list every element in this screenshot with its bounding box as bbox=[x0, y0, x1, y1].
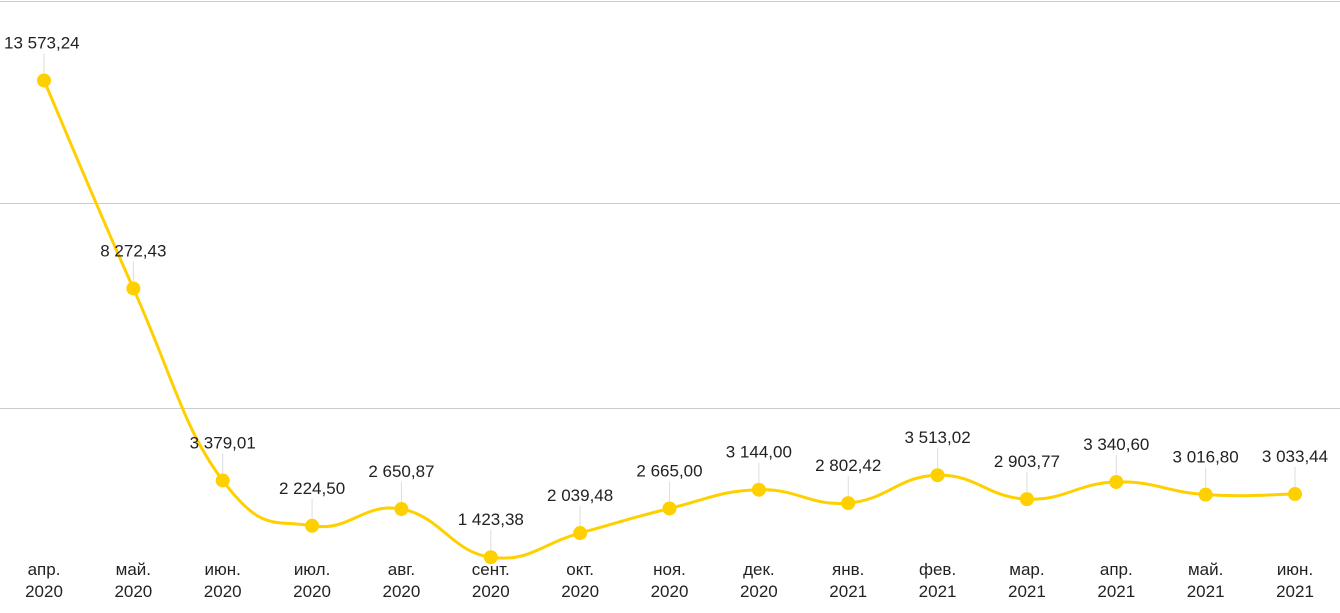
data-point bbox=[930, 468, 945, 483]
data-label: 3 144,00 bbox=[726, 443, 792, 462]
x-tick-label-month: фев. bbox=[919, 560, 956, 579]
data-label: 2 802,42 bbox=[815, 456, 881, 475]
x-tick-label-month: янв. bbox=[832, 560, 864, 579]
data-point bbox=[305, 518, 320, 533]
data-label: 2 665,00 bbox=[636, 461, 702, 480]
data-label: 3 340,60 bbox=[1083, 435, 1149, 454]
x-tick-label-year: 2020 bbox=[740, 582, 778, 601]
x-tick-label-year: 2020 bbox=[651, 582, 689, 601]
x-tick-label-month: мар. bbox=[1009, 560, 1044, 579]
x-tick-label-year: 2020 bbox=[114, 582, 152, 601]
data-label: 3 016,80 bbox=[1173, 448, 1239, 467]
data-point bbox=[126, 281, 141, 296]
data-label: 2 650,87 bbox=[368, 462, 434, 481]
series-line bbox=[42, 79, 1296, 560]
data-point bbox=[841, 496, 856, 511]
x-tick-label-month: дек. bbox=[743, 560, 775, 579]
x-tick-label-month: июл. bbox=[294, 560, 331, 579]
data-point bbox=[483, 550, 498, 565]
data-point bbox=[1019, 492, 1034, 507]
data-label: 8 272,43 bbox=[100, 241, 166, 260]
data-label: 2 039,48 bbox=[547, 486, 613, 505]
data-point bbox=[394, 502, 409, 517]
x-tick-label-year: 2021 bbox=[1187, 582, 1225, 601]
data-label: 13 573,24 bbox=[4, 33, 80, 52]
x-tick-label-year: 2021 bbox=[1008, 582, 1046, 601]
data-point bbox=[1198, 487, 1213, 502]
x-tick-label-month: апр. bbox=[28, 560, 61, 579]
x-tick-label-month: май. bbox=[116, 560, 151, 579]
data-point bbox=[662, 501, 677, 516]
x-tick-label-year: 2020 bbox=[561, 582, 599, 601]
x-tick-label-year: 2020 bbox=[25, 582, 63, 601]
data-point bbox=[573, 526, 588, 541]
x-tick-label-month: апр. bbox=[1100, 560, 1133, 579]
x-tick-label-year: 2020 bbox=[293, 582, 331, 601]
x-tick-label-year: 2021 bbox=[829, 582, 867, 601]
x-axis-ticks: апр. 2020 май. 2020 июн. 2020 июл. 2020 авг. 2020… bbox=[25, 560, 1314, 601]
data-label: 3 033,44 bbox=[1262, 447, 1328, 466]
data-label: 2 224,50 bbox=[279, 479, 345, 498]
x-tick-label-month: июн. bbox=[205, 560, 241, 579]
x-tick-label-year: 2020 bbox=[383, 582, 421, 601]
x-tick-label-year: 2020 bbox=[204, 582, 242, 601]
data-label: 3 379,01 bbox=[190, 433, 256, 452]
data-point bbox=[751, 482, 766, 497]
x-tick-label-month: авг. bbox=[388, 560, 415, 579]
data-point bbox=[1109, 474, 1124, 489]
data-labels: 13 573,24 8 272,43 3 379,01 2 224,50 2 650,8… bbox=[4, 33, 1328, 551]
x-tick-label-year: 2021 bbox=[1097, 582, 1135, 601]
data-point bbox=[1288, 487, 1302, 502]
data-label: 1 423,38 bbox=[458, 510, 524, 529]
x-tick-label-month: ноя. bbox=[653, 560, 686, 579]
data-point bbox=[215, 473, 230, 488]
data-label: 3 513,02 bbox=[904, 428, 970, 447]
x-tick-label-year: 2020 bbox=[472, 582, 510, 601]
x-tick-label-year: 2021 bbox=[1276, 582, 1314, 601]
x-tick-label-month: сент. bbox=[472, 560, 510, 579]
gridlines bbox=[0, 1, 1340, 409]
x-tick-label-month: июн. bbox=[1277, 560, 1313, 579]
x-tick-label-month: окт. bbox=[566, 560, 594, 579]
data-point bbox=[37, 73, 51, 88]
x-tick-label-month: май. bbox=[1188, 560, 1223, 579]
data-points bbox=[37, 73, 1302, 565]
x-tick-label-year: 2021 bbox=[919, 582, 957, 601]
data-label: 2 903,77 bbox=[994, 452, 1060, 471]
